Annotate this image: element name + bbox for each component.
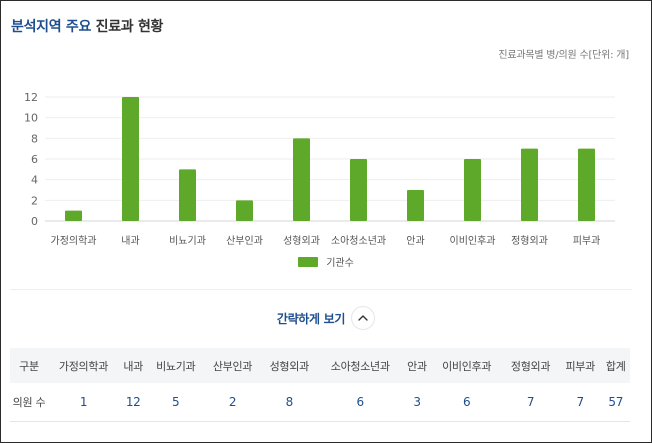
table-cell: 1 (48, 383, 119, 422)
title-rest: 진료과 현황 (95, 19, 164, 35)
x-tick-label: 피부과 (573, 235, 601, 247)
unit-note: 진료과목별 병/의원 수[단위: 개] (498, 50, 629, 61)
table-cell: 57 (601, 383, 630, 422)
table-column-header: 안과 (402, 348, 432, 383)
table-column-header: 성형외과 (260, 348, 318, 383)
table-cell: 7 (502, 383, 559, 422)
divider (10, 289, 632, 290)
table-column-header: 정형외과 (502, 348, 559, 383)
x-tick-label: 내과 (121, 235, 139, 247)
bar-chart: 0 2 4 6 8 10 12 가정의학과 내과 비뇨기과 산부인과 성형외과 소아청소년과 안과 이비인… (24, 91, 615, 247)
x-tick-label: 산부인과 (226, 235, 263, 247)
bar[interactable] (521, 148, 538, 221)
y-tick-label: 10 (24, 112, 38, 125)
y-tick-label: 12 (24, 91, 38, 104)
table-column-header: 산부인과 (204, 348, 261, 383)
chart-legend: 기관수 (0, 254, 652, 269)
bar[interactable] (236, 200, 253, 221)
x-tick-label: 가정의학과 (51, 235, 97, 247)
table-header-row: 구분 가정의학과 내과 비뇨기과 산부인과 성형외과 소아청소년과 안과 이비인후과 정형외과 피… (10, 348, 630, 383)
table-row-header: 의원 수 (10, 383, 48, 422)
table-corner-header: 구분 (10, 348, 48, 383)
bar[interactable] (350, 159, 367, 221)
table-cell: 12 (118, 383, 148, 422)
x-tick-label: 정형외과 (511, 235, 548, 247)
y-tick-label: 8 (31, 132, 38, 145)
table-cell: 2 (204, 383, 261, 422)
collapse-toggle[interactable]: 간략하게 보기 (0, 306, 652, 330)
table-column-header: 합계 (601, 348, 630, 383)
x-tick-label: 비뇨기과 (169, 235, 206, 247)
y-tick-label: 4 (31, 174, 38, 187)
summary-table: 구분 가정의학과 내과 비뇨기과 산부인과 성형외과 소아청소년과 안과 이비인후과 정형외과 피… (10, 348, 630, 422)
bar[interactable] (407, 190, 424, 221)
table-column-header: 비뇨기과 (147, 348, 205, 383)
table-cell: 7 (558, 383, 602, 422)
collapse-toggle-label[interactable]: 간략하게 보기 (276, 311, 346, 326)
chevron-up-icon[interactable] (351, 306, 376, 330)
legend-label: 기관수 (326, 258, 354, 269)
bar[interactable] (122, 97, 139, 221)
table-cell: 6 (317, 383, 403, 422)
bar[interactable] (65, 210, 82, 221)
x-tick-label: 소아청소년과 (331, 235, 386, 247)
page-title: 분석지역 주요 진료과 현황 (11, 16, 163, 36)
bar[interactable] (578, 148, 595, 221)
title-accent: 분석지역 주요 (11, 19, 92, 35)
legend-swatch (298, 256, 319, 267)
table-cell: 6 (431, 383, 503, 422)
table-cell: 5 (147, 383, 205, 422)
y-tick-label: 0 (31, 215, 38, 228)
table-column-header: 피부과 (558, 348, 602, 383)
bar[interactable] (464, 159, 481, 221)
table-cell: 8 (260, 383, 318, 422)
x-tick-label: 안과 (406, 235, 424, 247)
table-cell: 3 (402, 383, 432, 422)
bar[interactable] (179, 169, 196, 221)
table-row: 의원 수 1 12 5 2 8 6 3 6 7 7 57 (10, 383, 630, 422)
table-column-header: 가정의학과 (48, 348, 119, 383)
x-tick-label: 성형외과 (283, 235, 320, 247)
y-tick-label: 2 (31, 194, 38, 207)
table-column-header: 내과 (118, 348, 148, 383)
table-column-header: 소아청소년과 (317, 348, 403, 383)
table-column-header: 이비인후과 (431, 348, 503, 383)
y-tick-label: 6 (31, 153, 38, 166)
x-tick-label: 이비인후과 (450, 235, 496, 247)
bar[interactable] (293, 138, 310, 221)
